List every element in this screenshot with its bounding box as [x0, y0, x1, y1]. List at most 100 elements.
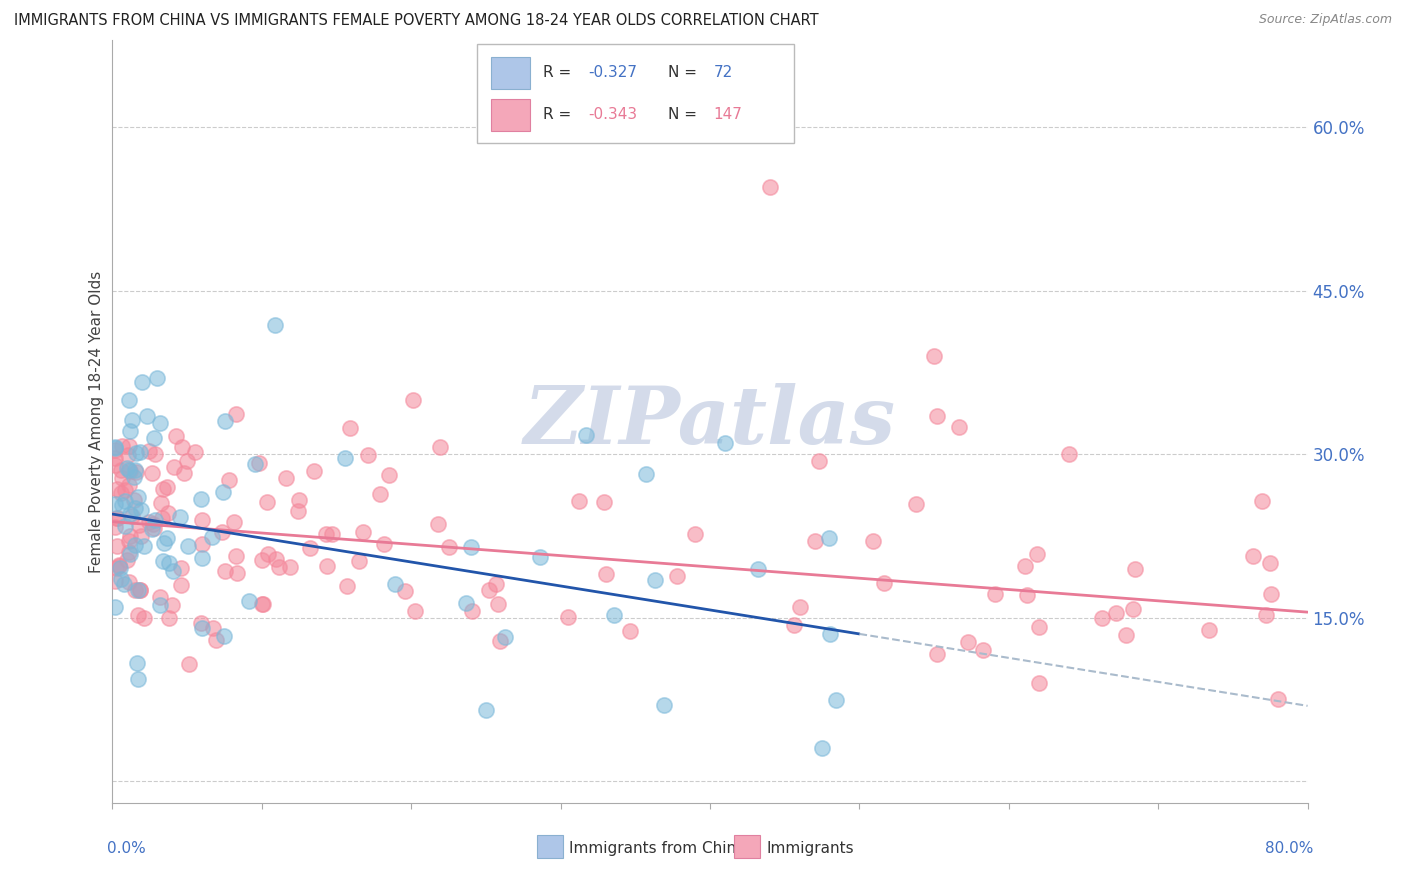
Point — [118, 478, 141, 492]
Point — [177, 539, 200, 553]
Point — [160, 599, 183, 613]
Point — [129, 445, 152, 459]
Point — [339, 421, 361, 435]
Point — [347, 554, 370, 568]
Point — [357, 448, 380, 462]
Point — [118, 424, 141, 438]
Point — [1015, 588, 1038, 602]
Point — [104, 497, 127, 511]
Point — [1122, 602, 1144, 616]
Text: Immigrants from China: Immigrants from China — [569, 841, 745, 856]
Point — [142, 516, 165, 531]
Point — [429, 441, 451, 455]
Point — [104, 574, 127, 589]
Point — [120, 547, 142, 561]
Point — [104, 441, 127, 455]
Point — [475, 703, 498, 717]
Point — [211, 525, 233, 540]
FancyBboxPatch shape — [491, 57, 530, 89]
Point — [138, 516, 160, 530]
Point — [138, 444, 160, 458]
Point — [1241, 549, 1264, 564]
Point — [115, 461, 138, 475]
Point — [378, 467, 401, 482]
Point — [108, 561, 131, 575]
Point — [143, 512, 166, 526]
Point — [212, 484, 235, 499]
Point — [105, 561, 128, 575]
Point — [141, 522, 163, 536]
Point — [124, 538, 146, 552]
Point — [112, 577, 135, 591]
Point — [218, 473, 240, 487]
Point — [149, 590, 172, 604]
Point — [125, 446, 148, 460]
Point — [165, 429, 187, 443]
Point — [264, 318, 287, 332]
Point — [1115, 627, 1137, 641]
Point — [122, 492, 145, 507]
Point — [243, 457, 266, 471]
Point — [384, 576, 406, 591]
Point — [110, 486, 132, 500]
Point — [105, 539, 128, 553]
Point — [128, 518, 150, 533]
Point — [117, 448, 139, 462]
Point — [114, 494, 136, 508]
Point — [118, 463, 141, 477]
Point — [336, 579, 359, 593]
Point — [107, 559, 129, 574]
Point — [1028, 620, 1050, 634]
Point — [636, 467, 658, 482]
Point — [927, 409, 949, 423]
Point — [266, 552, 288, 566]
Point — [316, 558, 339, 573]
Point — [135, 409, 157, 423]
Point — [205, 632, 228, 647]
Point — [478, 582, 501, 597]
Text: Source: ZipAtlas.com: Source: ZipAtlas.com — [1258, 13, 1392, 27]
Point — [156, 506, 179, 520]
Point — [153, 536, 176, 550]
Point — [118, 507, 141, 521]
Point — [104, 442, 127, 457]
Point — [461, 604, 484, 618]
Text: N =: N = — [668, 107, 702, 122]
Point — [280, 559, 302, 574]
Point — [162, 565, 184, 579]
Point — [190, 492, 212, 507]
Point — [1198, 623, 1220, 637]
Point — [120, 529, 142, 543]
Text: 0.0%: 0.0% — [107, 841, 145, 856]
Point — [118, 464, 141, 478]
Point — [529, 550, 551, 565]
Point — [1123, 562, 1146, 576]
Point — [121, 413, 143, 427]
Point — [173, 466, 195, 480]
Point — [150, 510, 173, 524]
Point — [156, 531, 179, 545]
Point — [111, 439, 134, 453]
Text: ZIPatlas: ZIPatlas — [524, 383, 896, 460]
Point — [176, 454, 198, 468]
Point — [652, 698, 675, 713]
Point — [132, 611, 155, 625]
Point — [108, 558, 131, 573]
Point — [287, 493, 309, 508]
Point — [404, 604, 426, 618]
Point — [683, 526, 706, 541]
Point — [118, 534, 141, 549]
Point — [665, 569, 688, 583]
Point — [129, 583, 152, 598]
Point — [267, 560, 290, 574]
Point — [1256, 608, 1278, 623]
Point — [183, 444, 205, 458]
Point — [169, 561, 191, 575]
Point — [169, 509, 191, 524]
Point — [214, 414, 236, 429]
Point — [117, 439, 139, 453]
Point — [124, 463, 146, 477]
Point — [125, 465, 148, 479]
Point — [110, 572, 132, 586]
Point — [818, 627, 841, 641]
